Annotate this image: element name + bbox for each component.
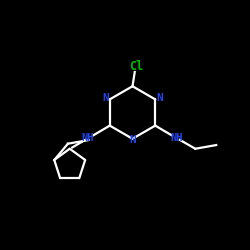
Text: N: N — [102, 93, 109, 103]
Text: Cl: Cl — [129, 60, 143, 73]
Text: NH: NH — [171, 133, 183, 143]
Text: NH: NH — [82, 133, 94, 143]
Text: N: N — [129, 135, 136, 145]
Text: N: N — [156, 93, 163, 103]
